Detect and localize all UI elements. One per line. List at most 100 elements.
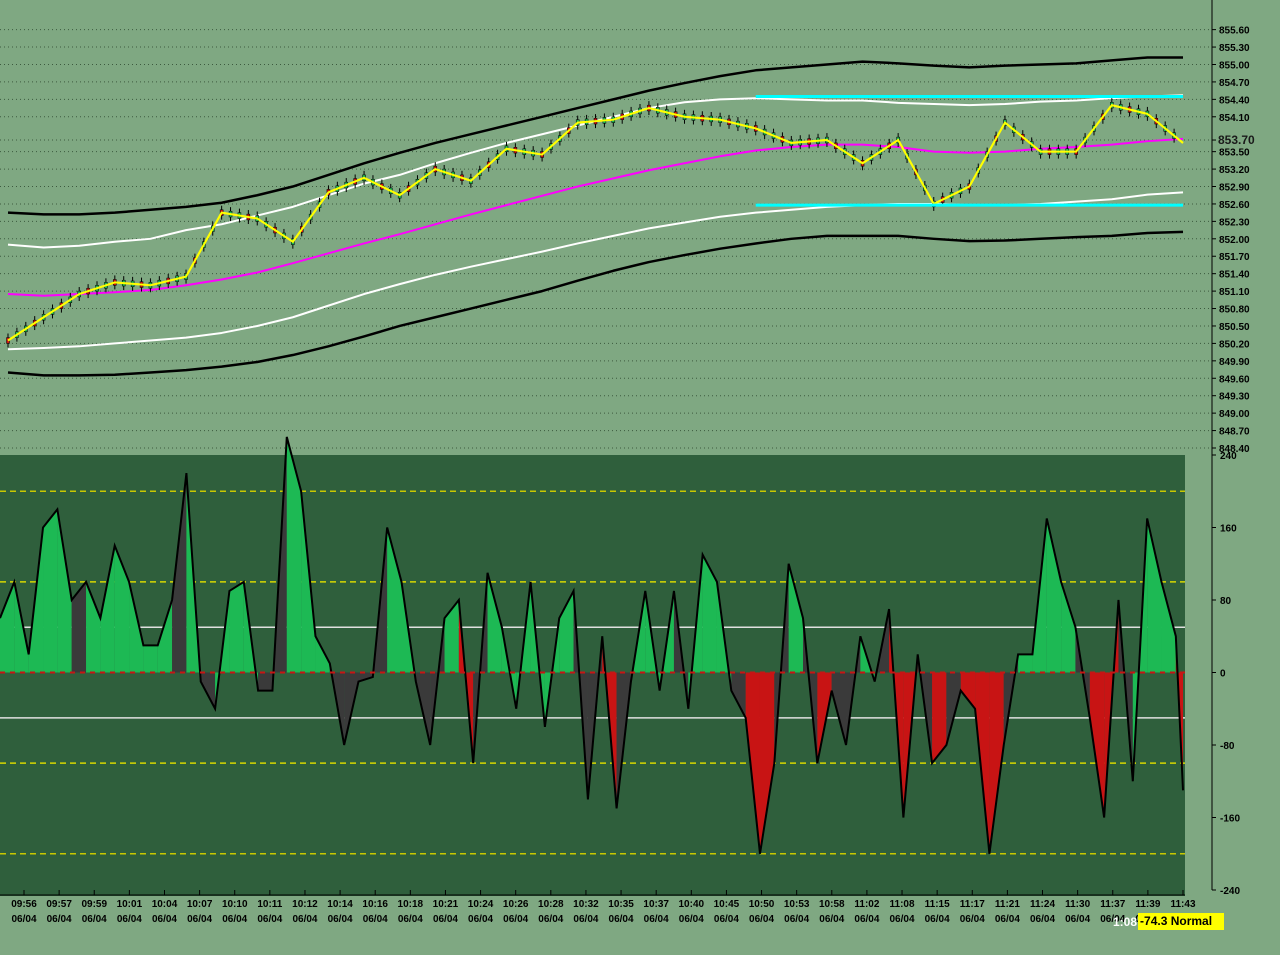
x-date-label: 06/04 <box>468 914 493 925</box>
x-time-label: 11:43 <box>1170 899 1195 910</box>
oscillator-area <box>1161 581 1176 673</box>
price-tick-label: 849.00 <box>1219 409 1250 420</box>
x-date-label: 06/04 <box>1065 914 1090 925</box>
price-tick-label: 850.20 <box>1219 339 1250 350</box>
x-time-label: 10:16 <box>362 899 388 910</box>
price-tick-label: 851.40 <box>1219 270 1250 281</box>
x-date-label: 06/04 <box>819 914 844 925</box>
price-tick-label: 850.80 <box>1219 305 1250 316</box>
price-tick-label: 849.30 <box>1219 392 1250 403</box>
status-time: 1:08 <box>1113 914 1138 929</box>
oscillator-area <box>759 672 775 854</box>
oscillator-area <box>932 672 947 764</box>
outer-band-upper-line <box>7 56 1183 216</box>
x-date-label: 06/04 <box>749 914 774 925</box>
oscillator-area <box>702 554 717 673</box>
price-tick-label: 848.40 <box>1219 444 1250 455</box>
x-date-label: 06/04 <box>47 914 72 925</box>
oscillator-area <box>487 572 502 673</box>
oscillator-area <box>387 527 402 673</box>
x-date-label: 06/04 <box>82 914 107 925</box>
x-time-label: 11:30 <box>1065 899 1090 910</box>
x-time-label: 10:40 <box>679 899 705 910</box>
oscillator-area <box>258 672 273 691</box>
x-time-label: 09:57 <box>46 899 72 910</box>
current-price-label: 853.70 <box>1218 133 1255 147</box>
x-time-label: 10:37 <box>643 899 669 910</box>
oscillator-area <box>731 672 746 718</box>
price-tick-label: 852.60 <box>1219 200 1250 211</box>
x-time-label: 11:24 <box>1030 899 1055 910</box>
x-time-label: 10:24 <box>468 899 494 910</box>
oscillator-area <box>358 672 373 682</box>
x-date-label: 06/04 <box>890 914 915 925</box>
price-tick-label: 854.10 <box>1219 113 1250 124</box>
x-time-label: 09:59 <box>81 899 107 910</box>
oscillator-area <box>57 509 72 673</box>
status-value-badge: -74.3 Normal <box>1138 913 1225 930</box>
price-tick-label: 851.70 <box>1219 252 1250 263</box>
oscillator-area <box>43 509 58 673</box>
x-time-label: 09:56 <box>11 899 37 910</box>
oscillator-tick-label: -240 <box>1220 886 1240 897</box>
oscillator-area <box>86 581 101 673</box>
x-time-label: 10:18 <box>398 899 424 910</box>
x-time-label: 10:21 <box>433 899 459 910</box>
oscillator-area <box>286 436 302 673</box>
x-date-label: 06/04 <box>538 914 563 925</box>
x-time-label: 11:39 <box>1135 899 1160 910</box>
oscillator-tick-label: 240 <box>1220 451 1237 462</box>
x-time-label: 10:14 <box>327 899 353 910</box>
x-time-label: 11:02 <box>854 899 879 910</box>
price-tick-label: 855.60 <box>1219 26 1250 37</box>
oscillator-area <box>745 672 760 854</box>
x-time-label: 11:08 <box>890 899 915 910</box>
oscillator-tick-label: 80 <box>1220 596 1232 607</box>
x-date-label: 06/04 <box>1100 914 1125 925</box>
oscillator-area <box>100 545 115 673</box>
x-date-label: 06/04 <box>292 914 317 925</box>
price-tick-label: 855.30 <box>1219 43 1250 54</box>
oscillator-area <box>1147 518 1162 673</box>
status-bar: 1:08 -74.3 Normal <box>1113 913 1225 930</box>
price-tick-label: 848.70 <box>1219 427 1250 438</box>
x-date-label: 06/04 <box>222 914 247 925</box>
x-time-label: 11:15 <box>925 899 950 910</box>
oscillator-area <box>1061 581 1076 673</box>
x-date-label: 06/04 <box>960 914 985 925</box>
oscillator-area <box>788 563 804 673</box>
x-date-label: 06/04 <box>503 914 528 925</box>
x-date-label: 06/04 <box>1030 914 1055 925</box>
oscillator-area <box>129 581 144 673</box>
x-date-label: 06/04 <box>11 914 36 925</box>
x-time-label: 10:07 <box>187 899 213 910</box>
x-date-label: 06/04 <box>117 914 142 925</box>
x-time-label: 10:35 <box>608 899 634 910</box>
oscillator-area <box>315 636 330 673</box>
oscillator-area <box>71 581 87 673</box>
price-tick-label: 852.90 <box>1219 183 1250 194</box>
x-time-label: 10:11 <box>257 899 282 910</box>
x-time-label: 10:58 <box>819 899 845 910</box>
price-smooth-overlay <box>7 104 1184 342</box>
x-date-label: 06/04 <box>187 914 212 925</box>
oscillator-line <box>0 436 1184 854</box>
x-time-label: 10:01 <box>117 899 143 910</box>
x-time-label: 10:12 <box>292 899 318 910</box>
oscillator-area <box>960 672 976 709</box>
oscillator-area <box>157 600 173 673</box>
x-date-label: 06/04 <box>644 914 669 925</box>
x-date-label: 06/04 <box>433 914 458 925</box>
oscillator-area <box>1046 518 1062 673</box>
oscillator-area <box>200 672 216 709</box>
price-tick-label: 855.00 <box>1219 60 1250 71</box>
price-tick-label: 849.90 <box>1219 357 1250 368</box>
x-date-label: 06/04 <box>714 914 739 925</box>
oscillator-area <box>989 672 1004 854</box>
x-date-label: 06/04 <box>152 914 177 925</box>
x-date-label: 06/04 <box>398 914 423 925</box>
oscillator-area <box>172 473 187 673</box>
oscillator-area <box>444 600 459 673</box>
oscillator-area <box>229 581 244 673</box>
oscillator-area <box>143 645 158 673</box>
